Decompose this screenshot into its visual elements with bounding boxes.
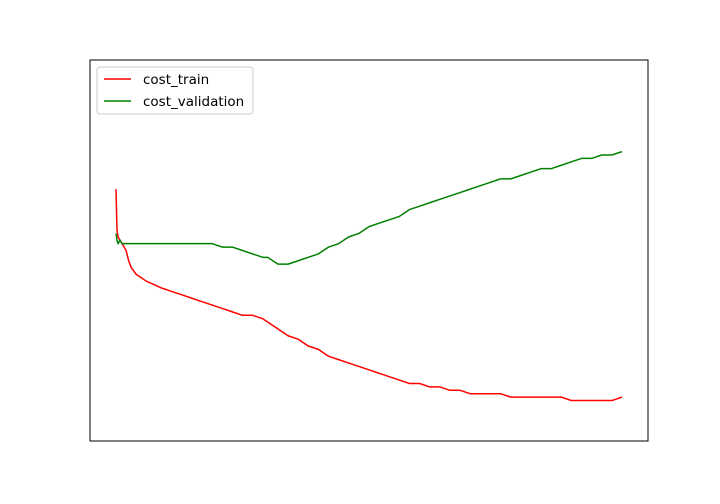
series-layer xyxy=(115,150,623,402)
legend-box xyxy=(96,66,254,115)
legend-label-cost-validation: cost_validation xyxy=(143,94,244,110)
legend-label-cost-train: cost_train xyxy=(143,72,209,88)
series-line-cost-validation xyxy=(115,150,623,265)
series-line-cost-train xyxy=(115,189,623,402)
plot-area xyxy=(89,59,649,442)
legend: cost_train cost_validation xyxy=(96,66,254,115)
